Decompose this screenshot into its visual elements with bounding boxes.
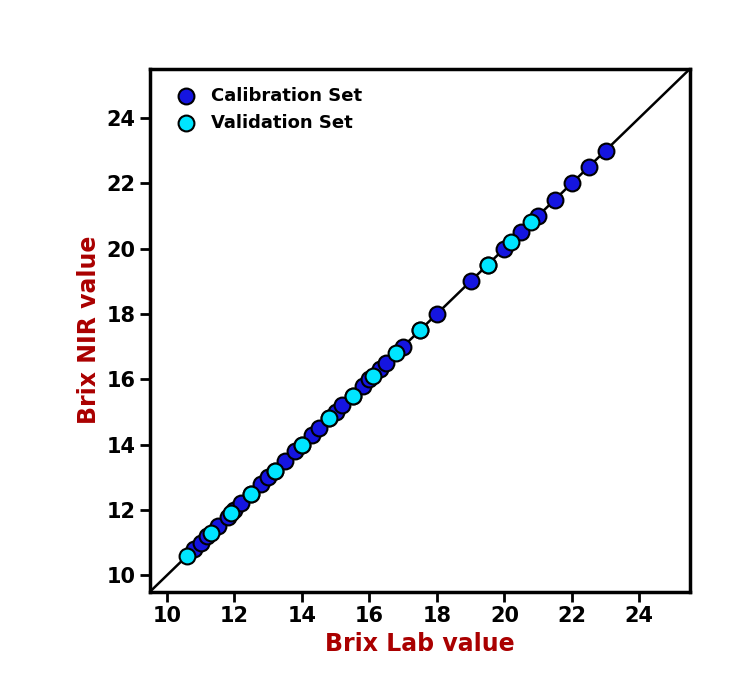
Calibration Set [279,455,291,466]
Calibration Set [398,341,410,352]
Calibration Set [245,488,257,499]
X-axis label: Brix Lab value: Brix Lab value [326,632,514,656]
Calibration Set [346,390,358,401]
Validation Set [414,325,426,336]
Calibration Set [363,374,375,385]
Calibration Set [549,194,561,205]
Validation Set [268,465,280,476]
Calibration Set [515,227,527,238]
Validation Set [245,488,257,499]
Calibration Set [600,145,612,156]
Legend: Calibration Set, Validation Set: Calibration Set, Validation Set [159,78,371,141]
Validation Set [322,413,334,424]
Calibration Set [289,446,301,457]
Calibration Set [255,478,267,489]
Validation Set [482,259,494,270]
Calibration Set [566,178,578,189]
Calibration Set [322,413,334,424]
Validation Set [390,347,402,358]
Calibration Set [211,521,223,532]
Calibration Set [464,276,477,287]
Calibration Set [583,162,595,173]
Calibration Set [336,400,348,411]
Validation Set [296,439,307,450]
Calibration Set [380,358,392,369]
Validation Set [182,550,194,561]
Calibration Set [330,407,342,418]
Calibration Set [236,498,248,509]
Calibration Set [296,439,307,450]
Calibration Set [374,364,386,375]
Calibration Set [268,465,280,476]
Calibration Set [313,422,325,433]
Validation Set [225,508,237,519]
Calibration Set [306,429,318,440]
Y-axis label: Brix NIR value: Brix NIR value [76,236,101,424]
Validation Set [346,390,358,401]
Calibration Set [532,211,544,222]
Validation Set [367,370,379,381]
Validation Set [205,527,217,538]
Calibration Set [498,243,510,254]
Calibration Set [482,259,494,270]
Calibration Set [188,544,200,555]
Calibration Set [414,325,426,336]
Calibration Set [201,530,213,541]
Calibration Set [357,380,369,391]
Calibration Set [262,472,274,483]
Calibration Set [195,537,207,548]
Calibration Set [430,308,442,319]
Calibration Set [222,511,234,522]
Validation Set [525,217,537,228]
Calibration Set [228,504,240,515]
Validation Set [506,237,518,248]
